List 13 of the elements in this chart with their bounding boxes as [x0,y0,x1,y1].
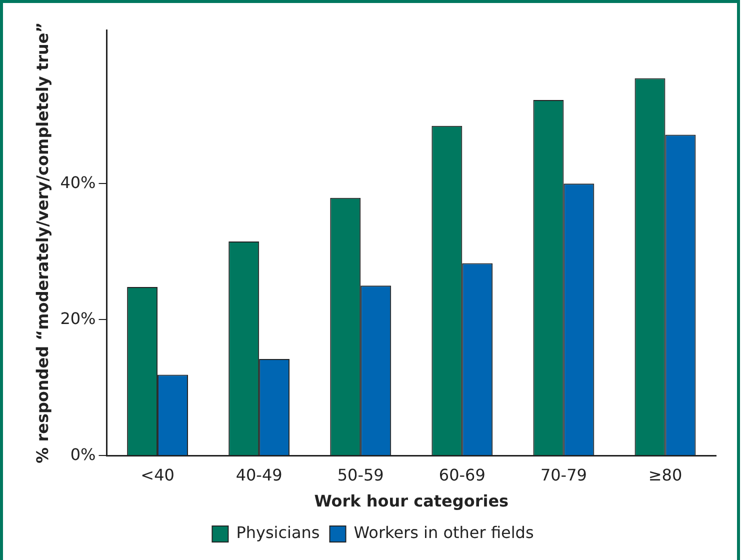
x-tick-label: 50-59 [337,465,384,484]
legend-label: Physicians [236,523,320,542]
y-axis-title: % responded “moderately/very/completely true” [32,22,52,464]
x-tick-label: 70-79 [540,465,587,484]
x-axis-title: Work hour categories [314,492,509,511]
y-tick-label: 20% [60,308,96,328]
legend-label: Workers in other fields [354,523,534,542]
y-tick-label: 0% [70,444,96,464]
x-tick-label: ≥80 [648,465,682,484]
y-tick-label: 40% [60,172,96,192]
x-tick-label: 60-69 [438,465,486,484]
x-tick-label: 40-49 [236,465,282,484]
x-tick-label: <40 [140,465,174,484]
